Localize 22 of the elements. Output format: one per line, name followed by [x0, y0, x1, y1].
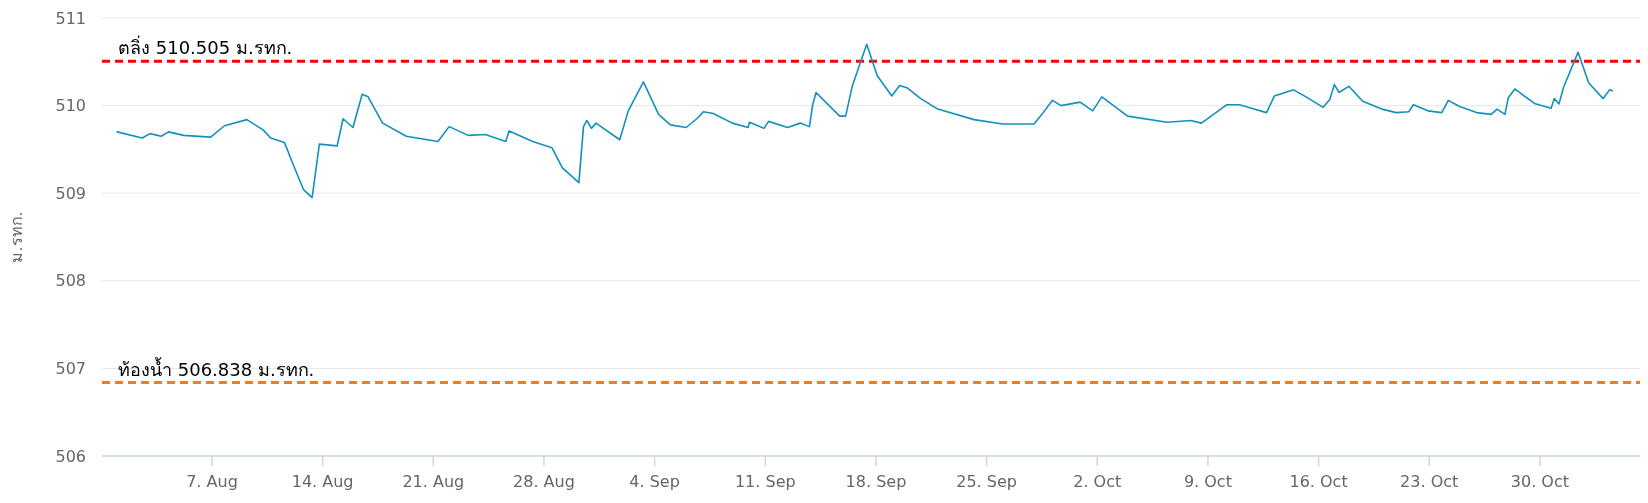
- ref-line-label: ท้องน้ำ 506.838 ม.รทก.: [118, 356, 315, 380]
- x-tick-label: 4. Sep: [629, 472, 680, 491]
- x-tick-label: 11. Sep: [734, 472, 796, 491]
- x-tick-label: 30. Oct: [1510, 472, 1569, 491]
- x-tick-label: 9. Oct: [1183, 472, 1232, 491]
- y-tick-label: 511: [55, 8, 86, 28]
- y-tick-label: 507: [55, 359, 86, 378]
- y-tick-label: 509: [55, 183, 86, 203]
- x-tick-label: 7. Aug: [186, 472, 238, 491]
- x-tick-label: 14. Aug: [291, 472, 354, 491]
- x-tick-label: 21. Aug: [402, 472, 465, 491]
- x-tick-label: 25. Sep: [956, 472, 1017, 491]
- y-tick-label: 506: [55, 446, 86, 466]
- ref-line-label: ตลิ่ง 510.505 ม.รทก.: [118, 35, 293, 59]
- x-tick-label: 28. Aug: [513, 472, 575, 491]
- y-tick-label: 510: [55, 96, 86, 116]
- x-tick-label: 2. Oct: [1073, 472, 1122, 491]
- x-tick-label: 23. Oct: [1400, 472, 1459, 491]
- y-tick-label: 508: [55, 271, 86, 291]
- x-tick-label: 16. Oct: [1289, 472, 1348, 491]
- y-axis-title: ม.รทก.: [7, 211, 26, 263]
- x-tick-label: 18. Sep: [845, 472, 907, 491]
